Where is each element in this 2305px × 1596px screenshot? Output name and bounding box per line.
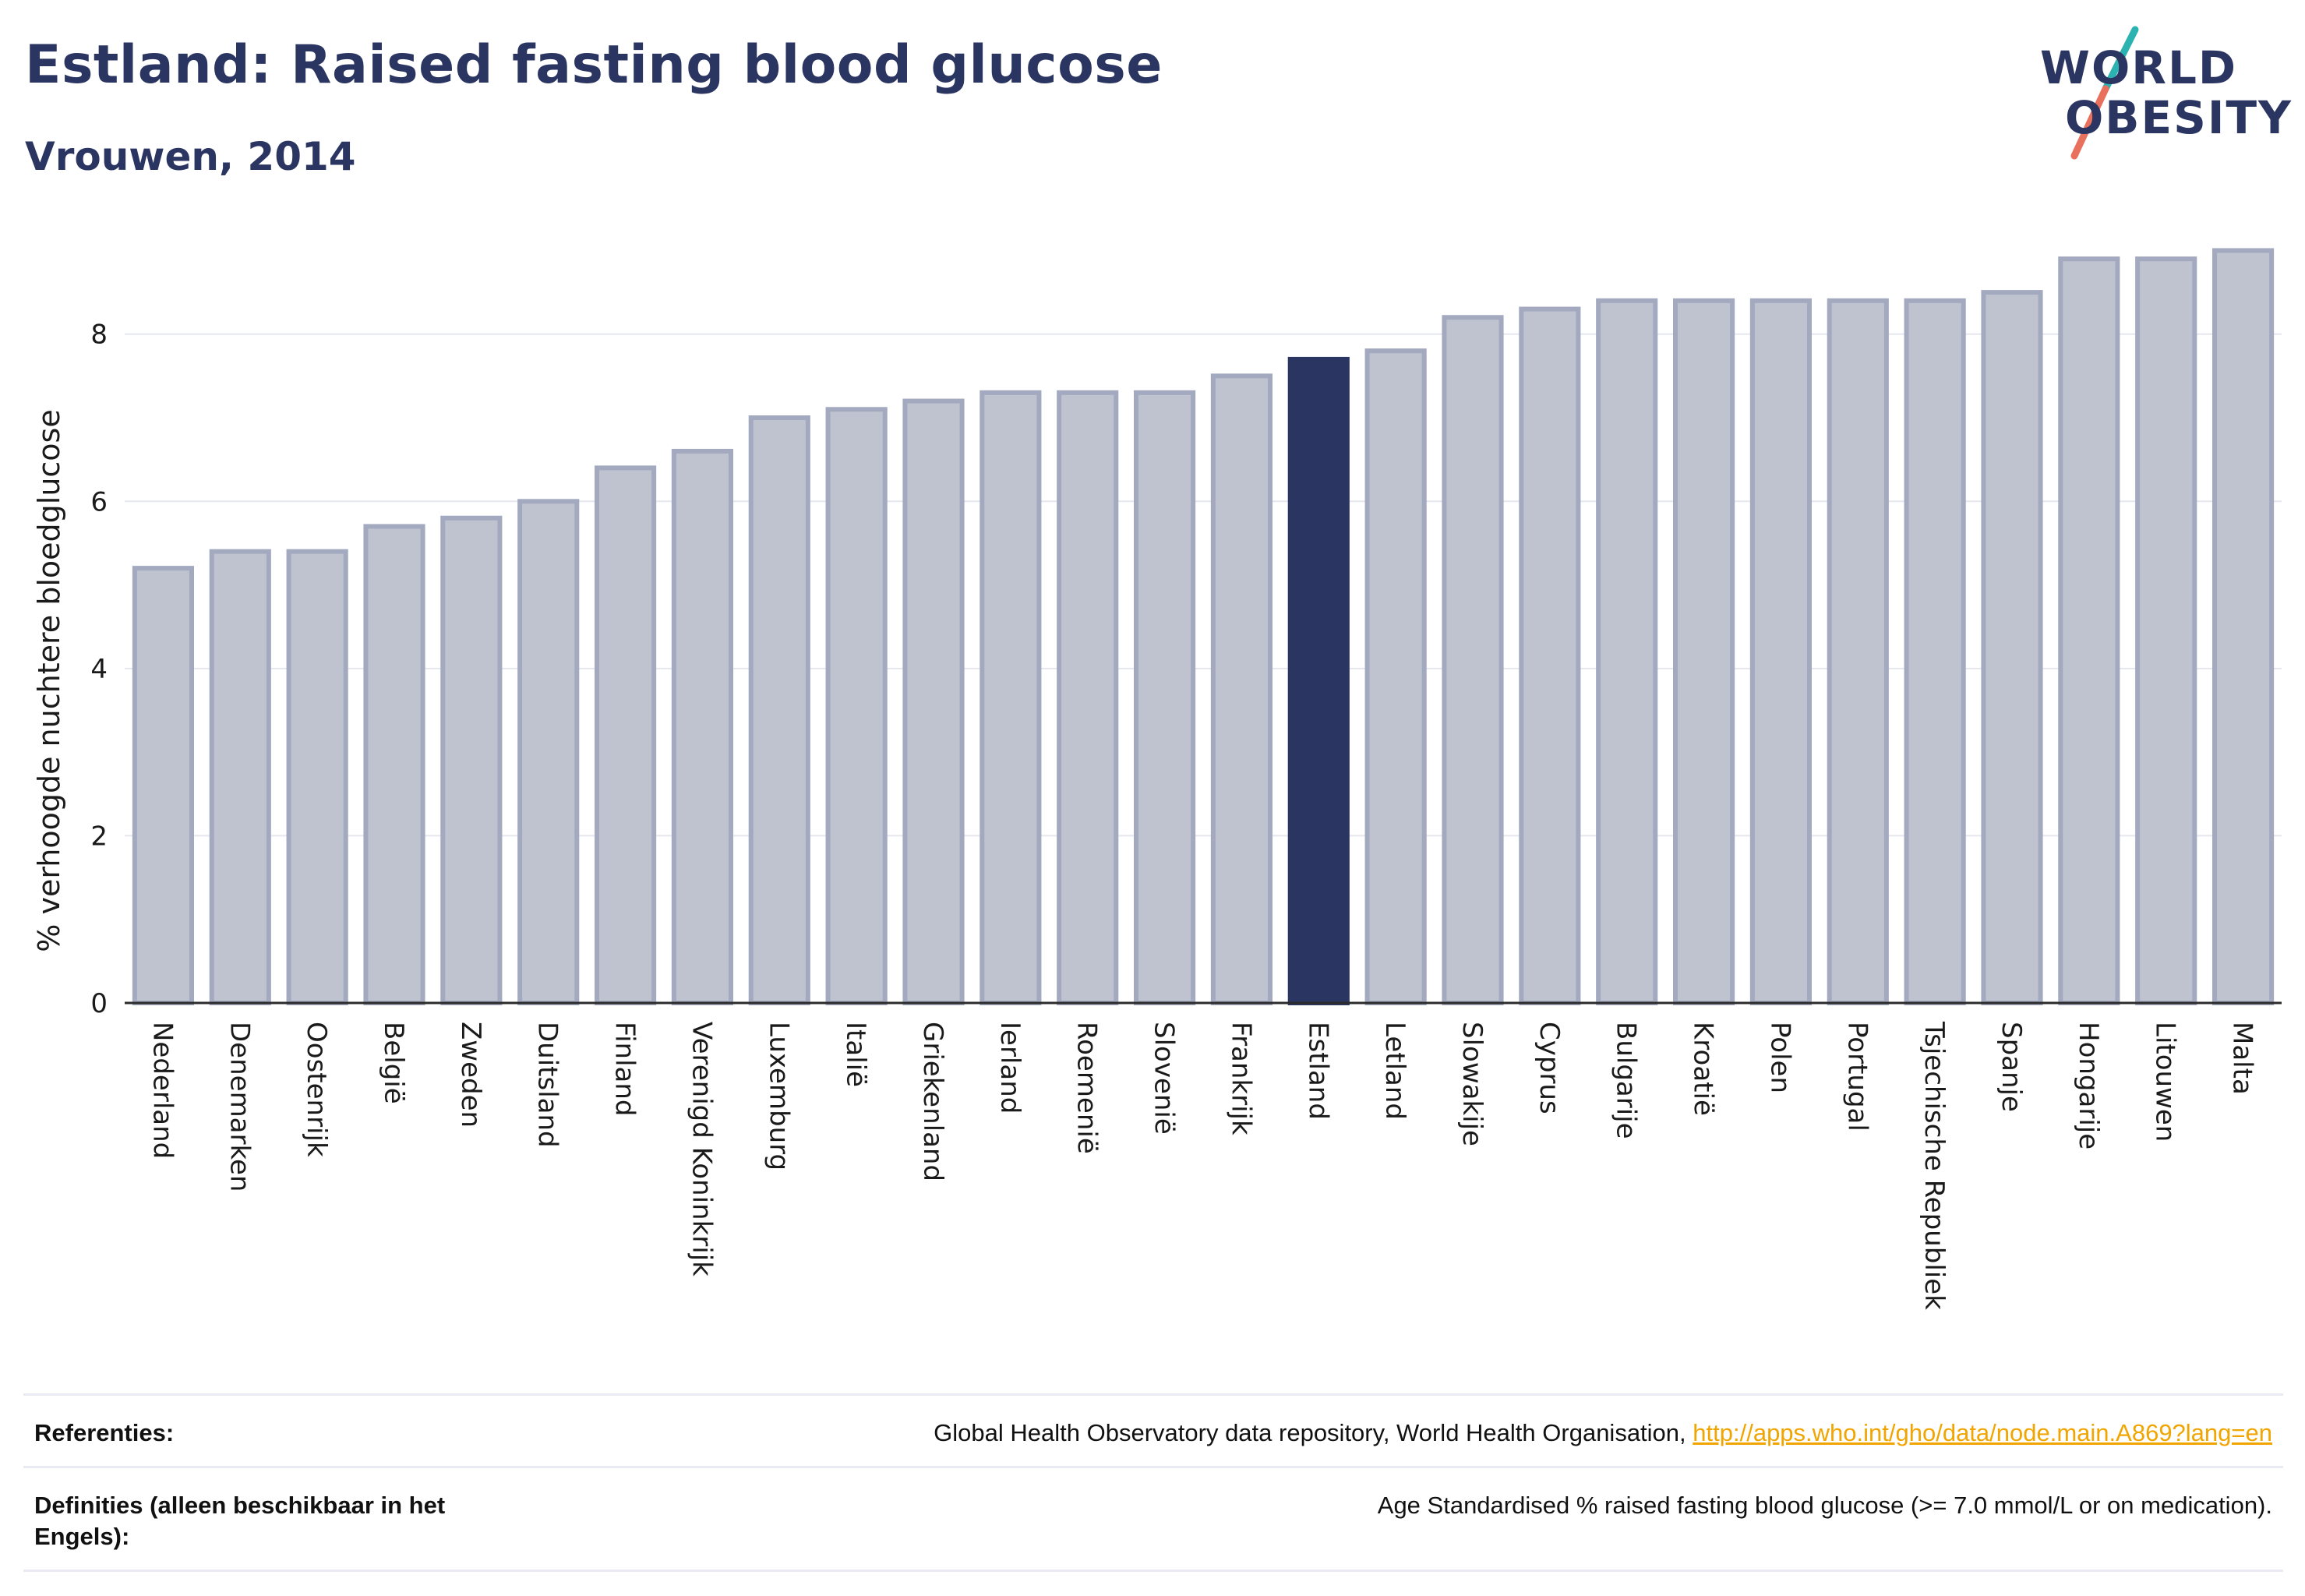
- bar: [363, 524, 425, 1005]
- bar: [132, 566, 195, 1005]
- x-tick-label: Tsjechische Republiek: [1918, 1021, 1950, 1310]
- x-tick-label: Frankrijk: [1225, 1022, 1256, 1135]
- x-tick-label: Ierland: [994, 1022, 1025, 1114]
- chart-title: Estland: Raised fasting blood glucose: [25, 34, 1163, 96]
- x-tick-label: Spanje: [1996, 1022, 2027, 1112]
- bar: [1596, 298, 1658, 1005]
- bar: [1904, 298, 1966, 1005]
- references-value: Global Health Observatory data repositor…: [934, 1418, 2272, 1449]
- references-text: Global Health Observatory data repositor…: [934, 1419, 1686, 1446]
- x-tick-label: Polen: [1764, 1022, 1795, 1093]
- bar: [1057, 390, 1119, 1005]
- x-tick-label: Kroatië: [1688, 1022, 1719, 1116]
- x-tick-label: België: [378, 1022, 409, 1104]
- logo-slash-icon: [2070, 26, 2139, 160]
- chart-subtitle: Vrouwen, 2014: [25, 134, 356, 179]
- x-tick-label: Zweden: [455, 1022, 486, 1128]
- bar: [1519, 306, 1581, 1006]
- x-tick-label: Finland: [609, 1022, 641, 1117]
- world-obesity-logo[interactable]: WORLD OBESITY: [2034, 23, 2291, 164]
- x-tick-label: Italië: [840, 1022, 871, 1087]
- bar: [1210, 373, 1273, 1005]
- y-tick-label: 2: [90, 821, 108, 852]
- bar: [2211, 248, 2275, 1005]
- footer-row-definitions: Definities (alleen beschikbaar in het En…: [23, 1466, 2283, 1572]
- bar: [1672, 298, 1735, 1005]
- y-tick-label: 4: [90, 654, 108, 685]
- bar: [1133, 390, 1196, 1005]
- logo-word-obesity: OBESITY: [2065, 91, 2293, 144]
- bar: [440, 515, 503, 1005]
- x-tick-label: Hongarije: [2073, 1022, 2104, 1149]
- x-tick-label: Verenigd Koninkrijk: [686, 1022, 717, 1276]
- references-link[interactable]: http://apps.who.int/gho/data/node.main.A…: [1693, 1419, 2272, 1446]
- logo-word-world: WORLD: [2040, 41, 2238, 94]
- axes: 0 2 4 6 8 Nederland Denemarken Oostenrijk België…: [90, 320, 2282, 1310]
- bar: [517, 499, 580, 1005]
- x-tick-label: Slovenië: [1149, 1022, 1180, 1135]
- x-tick-label: Cyprus: [1534, 1022, 1565, 1114]
- bar-highlighted: [1287, 356, 1350, 1006]
- x-tick-label: Litouwen: [2150, 1022, 2181, 1142]
- footer-table: Referenties: Global Health Observatory d…: [23, 1393, 2283, 1572]
- bar: [286, 549, 348, 1005]
- x-tick-label: Oostenrijk: [301, 1022, 332, 1157]
- bar: [209, 549, 271, 1005]
- bar: [1749, 298, 1813, 1005]
- bar: [825, 407, 888, 1005]
- bar: [2135, 256, 2197, 1006]
- y-axis-label: % verhoogde nuchtere bloedglucose: [32, 409, 66, 952]
- y-tick-label: 6: [90, 486, 108, 517]
- bar: [671, 448, 734, 1005]
- bar: [980, 390, 1042, 1005]
- definitions-text: Age Standardised % raised fasting blood …: [1377, 1492, 2272, 1519]
- footer-row-references: Referenties: Global Health Observatory d…: [23, 1393, 2283, 1466]
- definitions-label: Definities (alleen beschikbaar in het En…: [34, 1492, 446, 1550]
- x-tick-label: Slowakije: [1456, 1022, 1488, 1146]
- bar: [1442, 315, 1504, 1006]
- y-tick-label: 0: [90, 988, 108, 1019]
- x-tick-label: Malta: [2227, 1022, 2258, 1095]
- x-tick-label: Roemenië: [1071, 1022, 1103, 1154]
- x-tick-label: Griekenland: [917, 1022, 948, 1181]
- x-tick-label: Nederland: [146, 1022, 178, 1159]
- bar: [1827, 298, 1889, 1005]
- bar: [748, 415, 810, 1005]
- x-tick-label: Luxemburg: [763, 1022, 794, 1171]
- bar: [1364, 348, 1427, 1005]
- x-tick-label: Denemarken: [224, 1022, 255, 1192]
- x-tick-label: Bulgarije: [1611, 1022, 1642, 1139]
- references-label: Referenties:: [34, 1419, 175, 1446]
- bar: [1981, 290, 2043, 1005]
- x-tick-label: Estland: [1302, 1022, 1333, 1120]
- bar: [594, 465, 657, 1005]
- bar: [2058, 256, 2120, 1006]
- x-tick-label: Duitsland: [532, 1022, 563, 1148]
- bars: [132, 248, 2275, 1006]
- bar: [902, 398, 965, 1005]
- x-tick-label: Letland: [1379, 1022, 1410, 1120]
- bar-chart: 0 2 4 6 8 Nederland Denemarken Oostenrijk België…: [32, 248, 2282, 1310]
- x-tick-label: Portugal: [1841, 1022, 1873, 1132]
- y-tick-label: 8: [90, 320, 108, 351]
